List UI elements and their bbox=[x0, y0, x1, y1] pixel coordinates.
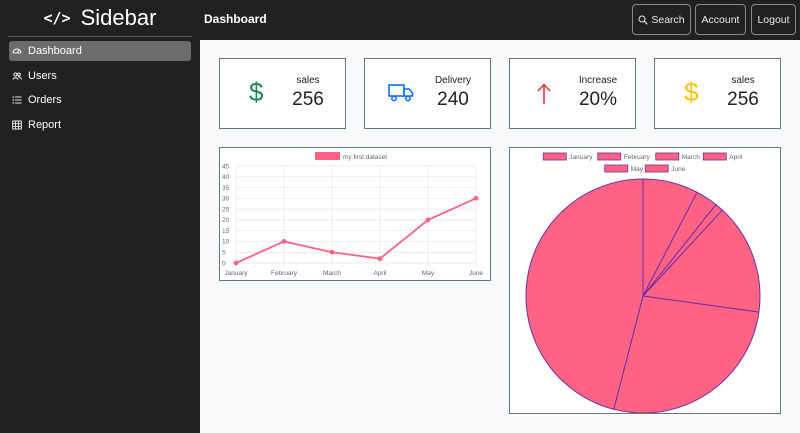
legend-swatch bbox=[644, 164, 669, 173]
sidebar-nav: Dashboard Users Orders Report bbox=[0, 37, 200, 135]
y-tick-label: 15 bbox=[222, 228, 230, 235]
legend-label: January bbox=[569, 154, 593, 161]
pie-slice bbox=[641, 209, 761, 313]
sidebar-item-dashboard[interactable]: Dashboard bbox=[9, 41, 191, 61]
search-button-label: Search bbox=[651, 13, 685, 26]
legend-label: my first dataset bbox=[343, 154, 387, 161]
sidebar-item-orders[interactable]: Orders bbox=[9, 90, 191, 110]
search-button[interactable]: Search bbox=[632, 4, 691, 35]
stat-card-delivery: Delivery 240 bbox=[364, 58, 491, 129]
pie-slice bbox=[613, 295, 760, 413]
data-point bbox=[233, 260, 239, 266]
logout-button-label: Logout bbox=[757, 13, 790, 26]
stat-card-label: sales bbox=[731, 75, 755, 86]
pie-chart: January February March April May June bbox=[525, 152, 761, 413]
line-chart: my first dataset 0 5 10 15 20 25 30 35 40 45 Januar… bbox=[222, 152, 483, 277]
stat-card-value: 256 bbox=[727, 89, 759, 110]
data-point bbox=[377, 256, 383, 262]
x-tick-label: May bbox=[422, 270, 435, 277]
stat-card-sales: $ sales 256 bbox=[219, 58, 346, 129]
data-point bbox=[281, 239, 287, 244]
legend-swatch bbox=[604, 164, 629, 173]
sidebar-item-report[interactable]: Report bbox=[9, 115, 191, 135]
stat-card-increase: Increase 20% bbox=[509, 58, 636, 129]
sidebar-item-label: Report bbox=[28, 118, 62, 131]
page-title: Dashboard bbox=[204, 12, 267, 26]
stat-card-value: 240 bbox=[437, 89, 469, 110]
logout-button[interactable]: Logout bbox=[751, 4, 796, 35]
search-icon bbox=[638, 15, 649, 25]
stat-card-label: Increase bbox=[578, 75, 618, 86]
arrow-up-icon bbox=[536, 82, 552, 111]
speedometer-icon bbox=[12, 46, 22, 56]
stat-card-label: sales bbox=[296, 75, 320, 86]
table-icon bbox=[12, 120, 22, 130]
sidebar: </> Sidebar Dashboard Users Orders Repo bbox=[0, 0, 200, 433]
y-tick-label: 0 bbox=[222, 260, 226, 267]
y-tick-label: 10 bbox=[222, 239, 230, 246]
dollar-icon: $ bbox=[684, 77, 699, 107]
y-tick-label: 20 bbox=[222, 217, 230, 224]
data-point bbox=[425, 217, 431, 223]
line-chart-panel: my first dataset 0 5 10 15 20 25 30 35 40 45 Januar… bbox=[219, 147, 491, 281]
account-button[interactable]: Account bbox=[695, 4, 746, 35]
y-tick-label: 35 bbox=[222, 185, 230, 192]
x-tick-label: January bbox=[224, 270, 248, 277]
x-tick-label: April bbox=[373, 270, 387, 277]
legend-label: May bbox=[631, 166, 644, 173]
account-button-label: Account bbox=[701, 13, 740, 26]
pie-chart-panel: January February March April May June bbox=[509, 147, 781, 414]
y-tick-label: 25 bbox=[222, 206, 230, 213]
legend-swatch bbox=[542, 152, 567, 161]
topbar: Dashboard Search Account Logout bbox=[200, 0, 800, 40]
y-tick-label: 5 bbox=[222, 250, 226, 257]
stat-card-sales-2: $ sales 256 bbox=[654, 58, 781, 129]
legend-label: April bbox=[729, 154, 743, 161]
legend-swatch bbox=[315, 152, 340, 160]
y-tick-label: 40 bbox=[222, 174, 230, 181]
data-point bbox=[473, 195, 479, 201]
x-tick-label: June bbox=[469, 270, 483, 277]
y-tick-label: 45 bbox=[222, 163, 230, 170]
code-icon: </> bbox=[43, 9, 71, 27]
legend-swatch bbox=[597, 152, 622, 161]
pie-slice bbox=[525, 178, 644, 410]
list-icon bbox=[12, 95, 22, 105]
sidebar-title: Sidebar bbox=[80, 5, 157, 30]
stat-card-label: Delivery bbox=[434, 75, 472, 86]
legend-label: March bbox=[682, 154, 700, 161]
stat-card-value: 256 bbox=[292, 89, 324, 110]
legend-label: June bbox=[671, 166, 685, 173]
sidebar-item-label: Dashboard bbox=[28, 45, 82, 57]
stat-card-value: 20% bbox=[578, 89, 618, 110]
sidebar-item-label: Users bbox=[28, 69, 57, 82]
x-tick-label: March bbox=[323, 270, 341, 277]
sidebar-item-users[interactable]: Users bbox=[9, 66, 191, 86]
truck-icon bbox=[388, 83, 414, 108]
legend-swatch bbox=[655, 152, 680, 161]
y-tick-label: 30 bbox=[222, 196, 230, 203]
data-point bbox=[329, 249, 335, 255]
sidebar-brand[interactable]: </> Sidebar bbox=[8, 0, 192, 37]
people-icon bbox=[12, 71, 22, 81]
sidebar-item-label: Orders bbox=[28, 94, 62, 106]
x-tick-label: February bbox=[271, 270, 298, 277]
legend-label: February bbox=[624, 154, 651, 161]
dollar-icon: $ bbox=[249, 77, 264, 107]
legend-swatch bbox=[702, 152, 727, 161]
series-line bbox=[235, 197, 477, 264]
